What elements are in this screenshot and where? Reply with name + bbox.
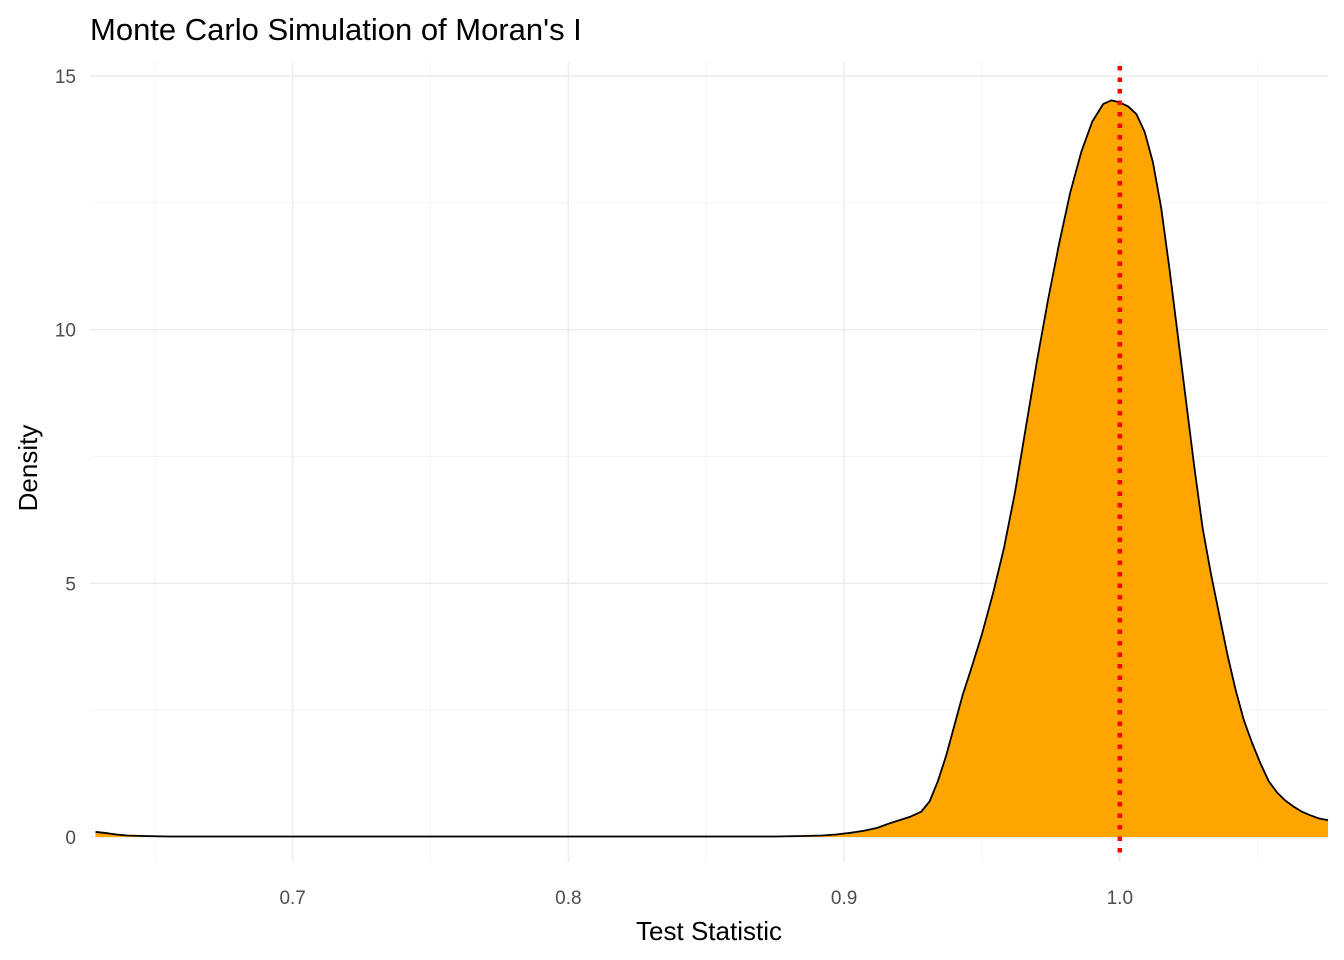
tick-labels: 0.7 0.8 0.9 1.0 0 5 10 15 [55, 67, 1133, 909]
x-tick-label-0: 0.7 [279, 888, 305, 909]
density-line [95, 99, 1329, 838]
chart-title: Monte Carlo Simulation of Moran's I [90, 12, 582, 47]
plot-area [95, 99, 1329, 838]
x-tick-label-1: 0.8 [555, 888, 581, 909]
x-tick-label-2: 0.9 [831, 888, 857, 909]
density-area [95, 100, 1328, 838]
x-tick-label-3: 1.0 [1107, 888, 1133, 909]
x-axis-title: Test Statistic [636, 916, 782, 946]
y-tick-label-0: 0 [65, 828, 76, 849]
y-axis-title: Density [13, 425, 43, 512]
y-tick-label-1: 5 [65, 574, 76, 595]
y-tick-label-3: 15 [55, 67, 76, 88]
y-tick-label-2: 10 [55, 321, 76, 342]
